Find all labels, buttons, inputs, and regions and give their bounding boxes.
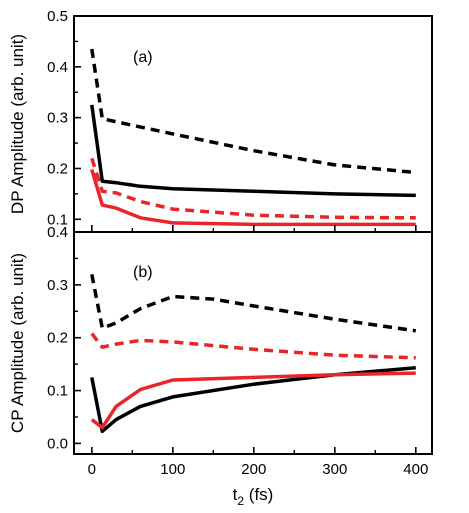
panel-b-y-axis: 0.0 0.1 0.2 0.3 0.4 [47, 224, 81, 452]
panel-b-x-tick-label: 400 [403, 461, 428, 478]
x-axis-title-subscript: 2 [237, 494, 244, 508]
panel-a-y-axis-title: DP Amplitude (arb. unit) [8, 34, 27, 214]
panel-a-y-tick-label: 0.5 [47, 8, 68, 25]
panel-b-series-2-red-dashed-line [90, 332, 416, 360]
panel-b-series-1-black-dashed-line [90, 273, 417, 333]
panel-b-y-tick-label: 0.2 [47, 330, 68, 347]
panel-b-y-axis-title: CP Amplitude (arb. unit) [8, 253, 27, 433]
panel-b: 0.0 0.1 0.2 0.3 0.4 0 100 200 300 400 (b) CP Amp… [8, 224, 433, 478]
panel-b-x-tick-label: 200 [241, 461, 266, 478]
panel-b-y-tick-label: 0.0 [47, 435, 68, 452]
x-axis-title-main: t [233, 485, 238, 504]
panel-a-series-group [90, 48, 416, 227]
panel-b-label: (b) [133, 264, 153, 281]
panel-a-y-tick-label: 0.3 [47, 110, 68, 127]
panel-b-y-tick-label: 0.4 [47, 224, 68, 241]
panel-b-x-tick-label: 300 [322, 461, 347, 478]
panel-a-label: (a) [133, 49, 153, 66]
panel-a: 0.1 0.2 0.3 0.4 0.5 (a) DP Amplitude (arb. u… [8, 8, 433, 233]
panel-b-x-tick-label: 100 [160, 461, 185, 478]
panel-b-y-tick-label: 0.1 [47, 383, 68, 400]
panel-b-frame [73, 231, 433, 455]
panel-a-y-tick-label: 0.1 [47, 211, 68, 228]
panel-a-y-tick-label: 0.2 [47, 160, 68, 177]
panel-a-series-1-black-dashed-line [90, 48, 416, 175]
panel-a-y-axis: 0.1 0.2 0.3 0.4 0.5 [47, 8, 81, 228]
panel-a-y-tick-label: 0.4 [47, 59, 68, 76]
x-axis-title: t2 (fs) [233, 485, 274, 508]
x-axis-title-unit: (fs) [244, 485, 273, 504]
panel-a-series-4-red-solid-line [90, 169, 416, 227]
panel-b-y-tick-label: 0.3 [47, 277, 68, 294]
panel-a-series-2-black-solid-line [90, 104, 416, 198]
panel-b-x-tick-label: 0 [88, 461, 96, 478]
panel-b-series-group [90, 273, 417, 434]
panel-b-series-4-red-solid-line [90, 371, 416, 430]
panel-b-x-axis: 0 100 200 300 400 [88, 447, 428, 478]
panel-a-series-3-red-dashed-line [90, 157, 416, 220]
